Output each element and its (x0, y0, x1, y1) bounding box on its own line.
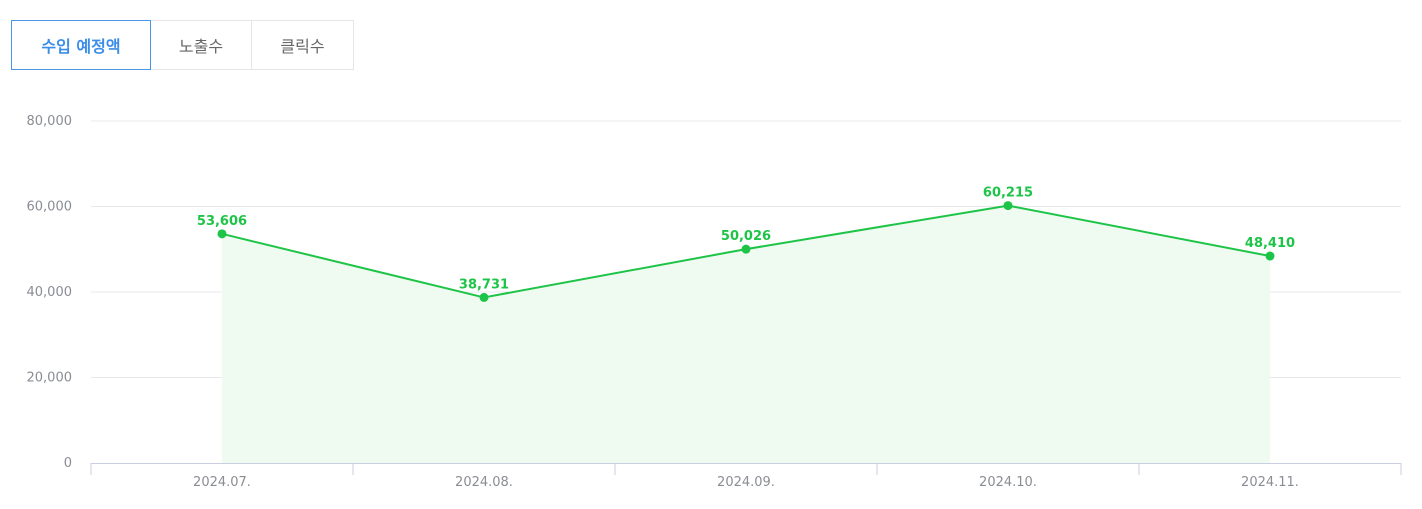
y-tick-label: 20,000 (27, 371, 73, 386)
y-tick-label: 60,000 (27, 200, 73, 215)
data-point (217, 229, 227, 239)
x-tick-label: 2024.11. (1241, 475, 1299, 490)
tab-clicks[interactable]: 클릭수 (251, 20, 354, 70)
area-fill (222, 205, 1270, 463)
series-area (222, 205, 1270, 463)
x-tick-label: 2024.09. (717, 475, 775, 490)
metric-tabs: 수입 예정액 노출수 클릭수 (11, 20, 354, 70)
y-axis-ticks: 0 20,000 40,000 60,000 80,000 (27, 114, 73, 471)
x-tick-label: 2024.07. (193, 475, 251, 490)
data-label: 60,215 (983, 186, 1033, 201)
x-axis-ticks: 2024.07. 2024.08. 2024.09. 2024.10. 2024.11. (193, 475, 1299, 490)
data-point (479, 292, 489, 302)
data-label: 53,606 (197, 214, 247, 229)
data-point (741, 244, 751, 254)
data-point (1003, 201, 1013, 211)
data-label: 50,026 (721, 229, 771, 244)
tab-expected-revenue[interactable]: 수입 예정액 (11, 20, 151, 70)
data-point (1265, 251, 1275, 261)
y-tick-label: 80,000 (27, 114, 73, 129)
y-tick-label: 40,000 (27, 285, 73, 300)
data-label: 38,731 (459, 277, 509, 292)
x-tick-label: 2024.08. (455, 475, 513, 490)
x-axis (90, 463, 1402, 475)
y-tick-label: 0 (64, 456, 72, 471)
series-points (217, 201, 1275, 302)
data-label: 48,410 (1245, 236, 1295, 251)
data-labels: 53,606 38,731 50,026 60,215 48,410 (197, 186, 1295, 293)
x-tick-label: 2024.10. (979, 475, 1037, 490)
